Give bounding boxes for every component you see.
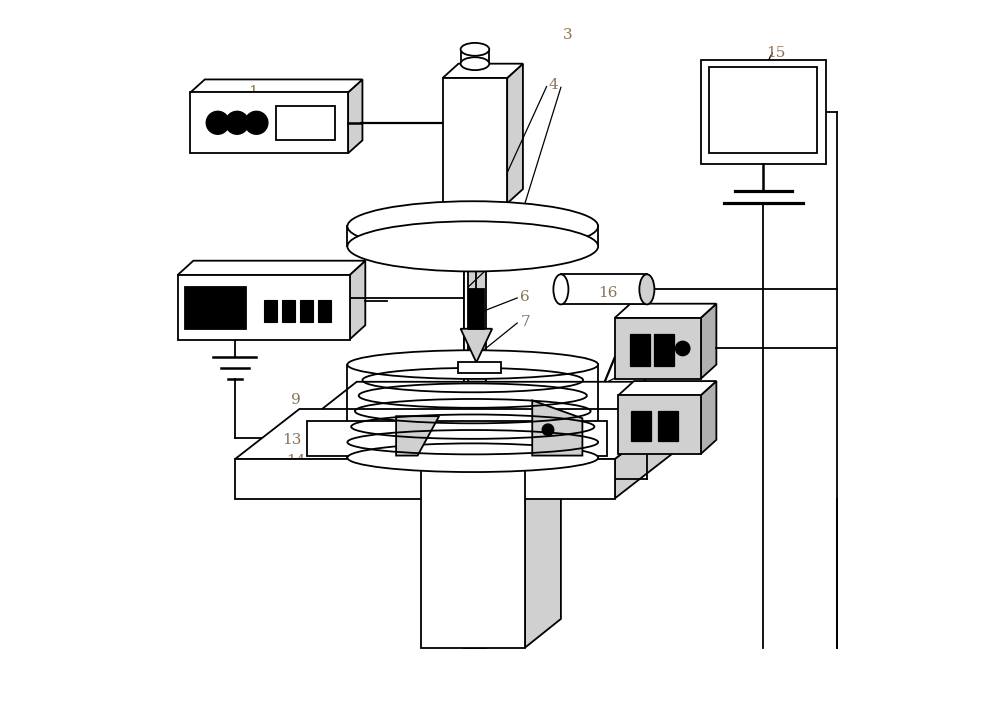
Text: 9: 9 — [291, 393, 301, 407]
Polygon shape — [350, 261, 365, 339]
Polygon shape — [396, 416, 439, 456]
Text: 14: 14 — [286, 454, 306, 469]
Text: 10: 10 — [666, 343, 685, 357]
Polygon shape — [235, 409, 679, 459]
Circle shape — [226, 111, 249, 134]
Polygon shape — [615, 409, 679, 499]
Polygon shape — [701, 304, 716, 379]
Polygon shape — [190, 92, 348, 153]
Polygon shape — [307, 421, 607, 456]
FancyBboxPatch shape — [654, 334, 674, 366]
FancyBboxPatch shape — [701, 60, 826, 164]
Circle shape — [676, 342, 690, 356]
FancyBboxPatch shape — [631, 411, 651, 441]
Text: 4: 4 — [549, 78, 559, 92]
Polygon shape — [421, 422, 561, 451]
Polygon shape — [618, 396, 701, 454]
Polygon shape — [464, 131, 486, 648]
FancyBboxPatch shape — [469, 290, 484, 329]
FancyBboxPatch shape — [658, 411, 678, 441]
FancyBboxPatch shape — [282, 300, 295, 321]
Circle shape — [542, 424, 554, 435]
Polygon shape — [532, 401, 582, 456]
Ellipse shape — [347, 443, 598, 472]
Polygon shape — [443, 64, 523, 78]
Text: 1: 1 — [248, 85, 258, 100]
Ellipse shape — [639, 274, 654, 305]
Ellipse shape — [347, 201, 598, 251]
Polygon shape — [190, 79, 362, 92]
Polygon shape — [507, 64, 523, 204]
FancyBboxPatch shape — [276, 106, 335, 140]
Polygon shape — [421, 451, 525, 648]
Ellipse shape — [461, 43, 489, 56]
FancyBboxPatch shape — [264, 300, 277, 321]
Polygon shape — [178, 275, 350, 339]
Text: 12: 12 — [512, 432, 531, 447]
Polygon shape — [307, 382, 658, 421]
Polygon shape — [348, 79, 362, 153]
Text: 11: 11 — [673, 412, 692, 425]
Text: 13: 13 — [283, 432, 302, 447]
FancyBboxPatch shape — [709, 67, 817, 153]
Text: 5: 5 — [527, 225, 537, 239]
FancyBboxPatch shape — [630, 334, 650, 366]
Polygon shape — [461, 49, 489, 64]
Circle shape — [245, 111, 268, 134]
Text: 6: 6 — [520, 290, 530, 303]
Polygon shape — [618, 381, 716, 396]
Polygon shape — [607, 382, 658, 456]
Polygon shape — [615, 304, 716, 318]
FancyBboxPatch shape — [318, 300, 331, 321]
Circle shape — [206, 111, 229, 134]
Polygon shape — [178, 261, 365, 275]
Text: 16: 16 — [598, 286, 617, 300]
Polygon shape — [701, 381, 716, 454]
Text: 15: 15 — [766, 46, 786, 60]
Polygon shape — [525, 422, 561, 648]
Ellipse shape — [347, 222, 598, 271]
Polygon shape — [461, 329, 492, 362]
Ellipse shape — [553, 274, 568, 305]
FancyBboxPatch shape — [458, 362, 501, 373]
Polygon shape — [561, 274, 647, 305]
Polygon shape — [443, 78, 507, 204]
Polygon shape — [615, 318, 701, 379]
Text: 2: 2 — [191, 315, 200, 329]
Text: 3: 3 — [563, 28, 573, 42]
Text: 8: 8 — [545, 361, 555, 375]
Text: 7: 7 — [520, 315, 530, 329]
Ellipse shape — [347, 350, 598, 379]
FancyBboxPatch shape — [185, 287, 246, 329]
Polygon shape — [235, 459, 615, 499]
Ellipse shape — [461, 57, 489, 70]
FancyBboxPatch shape — [300, 300, 313, 321]
Polygon shape — [464, 131, 468, 648]
